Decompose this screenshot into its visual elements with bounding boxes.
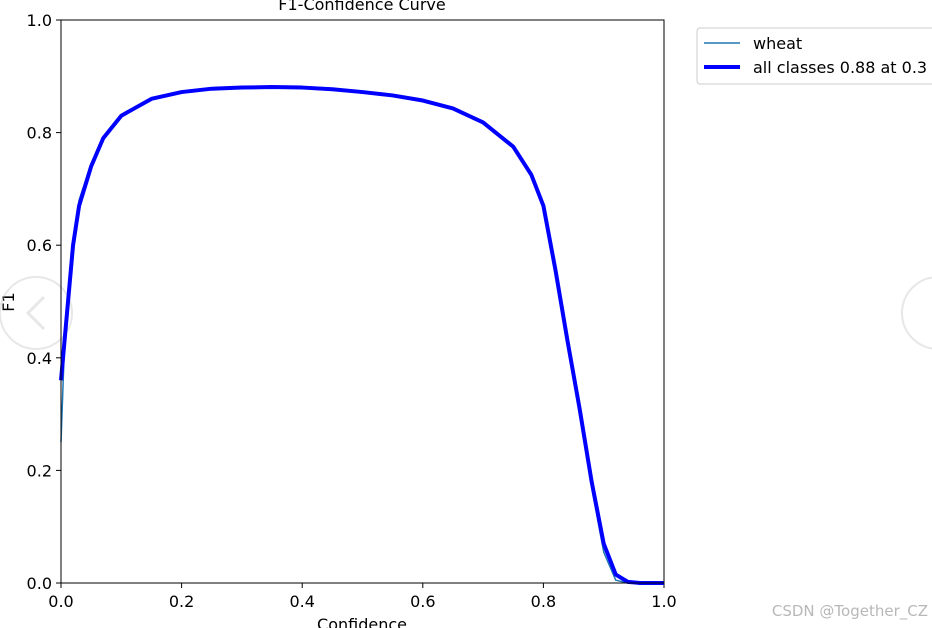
nav-circle[interactable] [901,276,932,350]
series-line [60,86,664,584]
x-axis-label: Confidence [317,615,407,628]
y-axis-label: F1 [0,292,18,311]
x-tick-label: 0.8 [531,592,556,611]
legend: wheat all classes 0.88 at 0.3 [696,27,932,85]
x-tick-label: 0.6 [410,592,435,611]
legend-frame [696,27,932,85]
y-tick-label: 0.6 [27,236,52,255]
nav-left[interactable] [0,276,73,350]
legend-label: wheat [753,34,802,53]
y-tick-label: 0.0 [27,574,52,593]
chart-title: F1-Confidence Curve [278,0,445,14]
x-tick-label: 0.4 [289,592,314,611]
y-tick-label: 0.2 [27,461,52,480]
y-tick-label: 0.8 [27,124,52,143]
y-tick-label: 1.0 [27,11,52,30]
plot-frame [60,19,665,584]
nav-arrow[interactable] [25,295,46,331]
x-tick-label: 0.0 [48,592,73,611]
y-tick-label: 0.4 [27,349,52,368]
legend-label: all classes 0.88 at 0.3 [753,58,927,77]
nav-circle[interactable] [0,276,73,350]
nav-right[interactable] [901,276,932,350]
watermark: CSDN @Together_CZ [772,602,928,621]
series-line [59,85,664,585]
x-tick-label: 0.2 [169,592,194,611]
x-tick-label: 1.0 [651,592,676,611]
